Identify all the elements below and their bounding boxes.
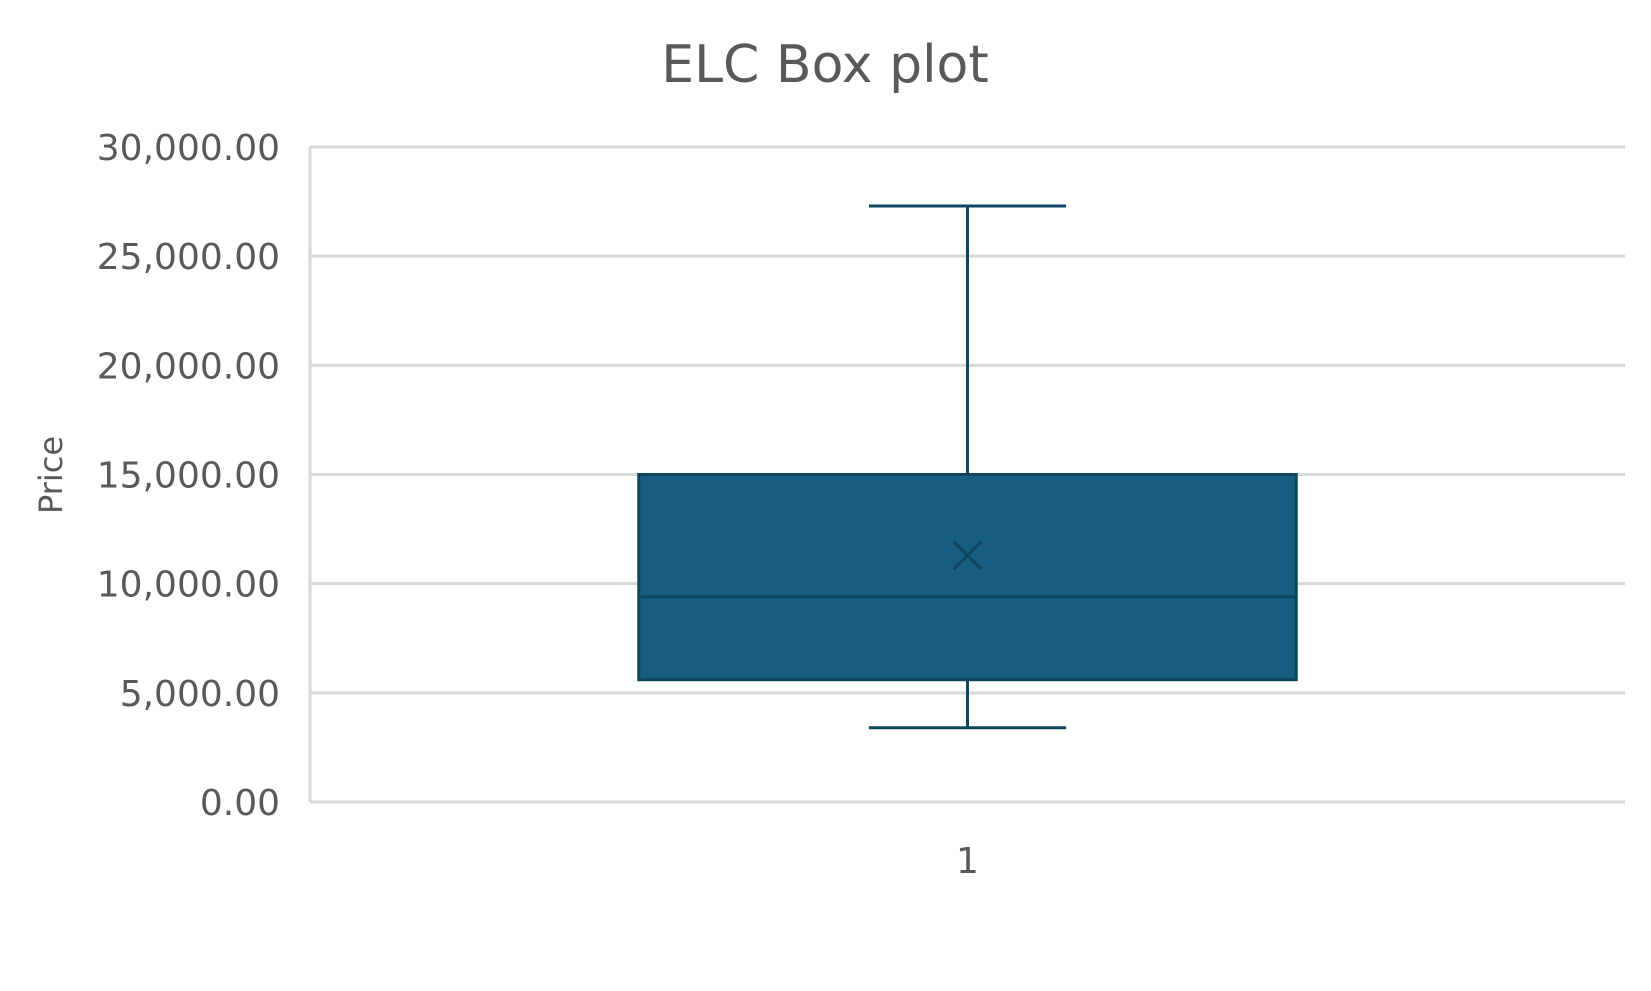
y-axis-label: Price (32, 436, 70, 514)
boxes (637, 204, 1298, 730)
y-tick-label: 30,000.00 (97, 128, 280, 169)
y-tick-label: 15,000.00 (97, 456, 280, 497)
y-tick-label: 5,000.00 (120, 674, 280, 715)
mean-marker (952, 540, 983, 571)
y-tick-label: 10,000.00 (97, 565, 280, 606)
y-tick-label: 20,000.00 (97, 346, 280, 387)
y-tick-label: 25,000.00 (97, 237, 280, 278)
x-axis-ticks: 1 (956, 841, 979, 882)
chart-title: ELC Box plot (661, 35, 989, 95)
y-tick-label: 0.00 (200, 783, 280, 824)
box-group (637, 204, 1298, 730)
y-axis-ticks: 0.00 5,000.00 10,000.00 15,000.00 20,000.00 2… (97, 128, 280, 824)
x-tick-label: 1 (956, 841, 979, 882)
box-iqr (637, 473, 1298, 682)
